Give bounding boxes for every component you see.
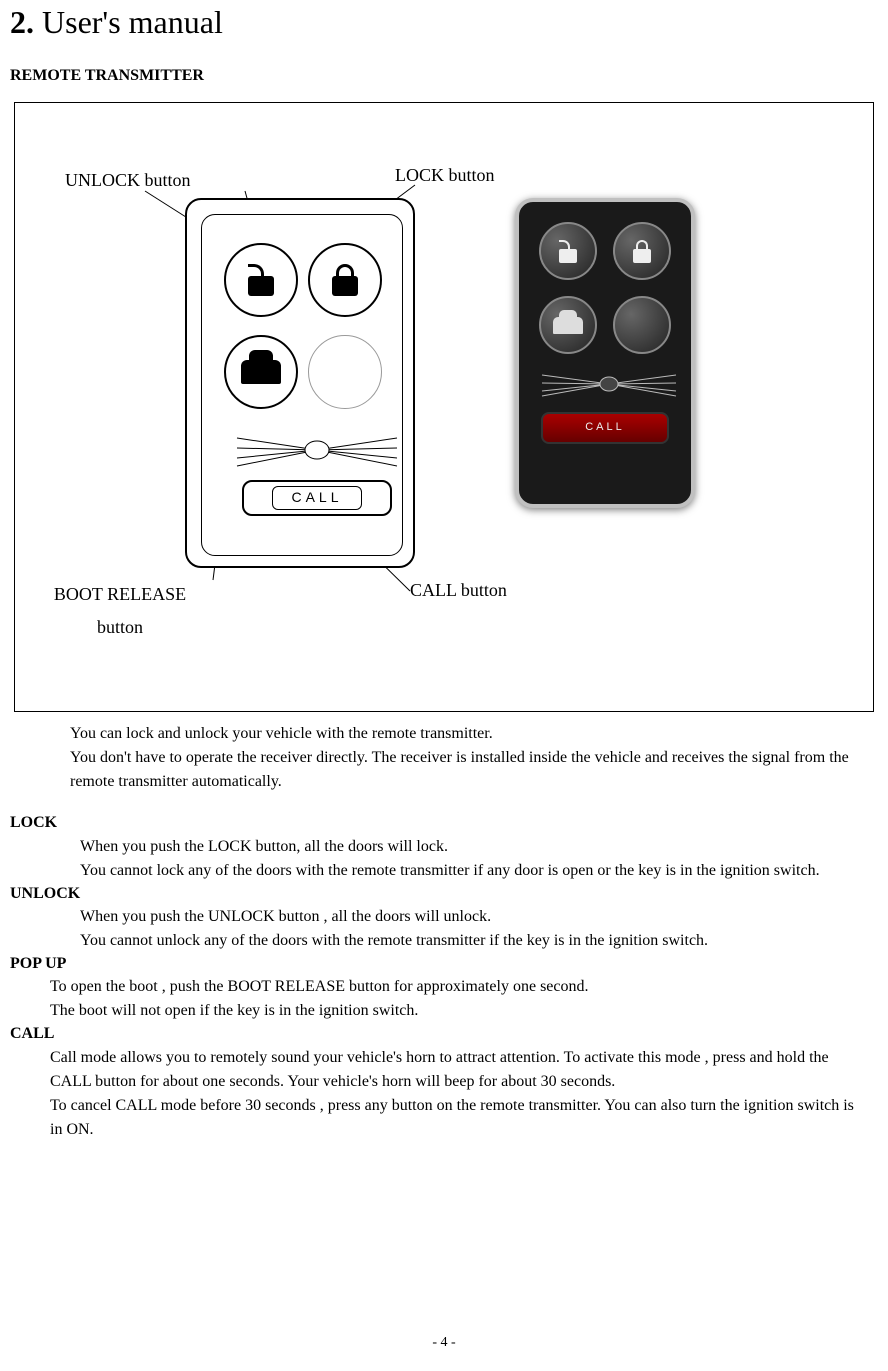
call-button-line: CALL: [242, 480, 392, 516]
title-number: 2.: [10, 4, 34, 40]
call-button-label: CALL: [272, 486, 361, 510]
label-boot: BOOT RELEASE button: [40, 578, 200, 643]
photo-wings-icon: [529, 370, 689, 398]
call-body1: Call mode allows you to remotely sound y…: [50, 1046, 868, 1094]
popup-header: POP UP: [10, 953, 878, 975]
remote-photo: CALL: [515, 198, 695, 508]
unlock-body1: When you push the UNLOCK button , all th…: [80, 905, 878, 929]
wings-emblem-icon: [216, 430, 418, 470]
title-text: User's manual: [42, 4, 223, 40]
section-subtitle: REMOTE TRANSMITTER: [10, 65, 878, 87]
remote-line-drawing: CALL: [185, 198, 435, 588]
diagram-container: UNLOCK button LOCK button BOOT RELEASE b…: [14, 102, 874, 712]
photo-call-button: CALL: [541, 412, 669, 444]
popup-body1: To open the boot , push the BOOT RELEASE…: [50, 975, 868, 999]
call-header: CALL: [10, 1023, 878, 1045]
intro-line2: You don't have to operate the receiver d…: [70, 746, 878, 794]
label-lock: LOCK button: [395, 163, 495, 188]
call-body2: To cancel CALL mode before 30 seconds , …: [50, 1094, 868, 1142]
label-unlock: UNLOCK button: [65, 168, 191, 193]
lock-button-icon: [308, 243, 382, 317]
unlock-body2: You cannot unlock any of the doors with …: [80, 929, 878, 953]
boot-release-button-icon: [224, 335, 298, 409]
call-body: Call mode allows you to remotely sound y…: [50, 1046, 868, 1142]
lock-body: When you push the LOCK button, all the d…: [80, 835, 878, 883]
page-footer: - 4 -: [0, 1333, 888, 1353]
lock-body2: You cannot lock any of the doors with th…: [80, 859, 878, 883]
popup-body2: The boot will not open if the key is in …: [50, 999, 868, 1023]
lock-body1: When you push the LOCK button, all the d…: [80, 835, 878, 859]
photo-lock-icon: [613, 222, 671, 280]
unlock-body: When you push the UNLOCK button , all th…: [80, 905, 878, 953]
photo-boot-icon: [539, 296, 597, 354]
unlock-button-icon: [224, 243, 298, 317]
photo-blank: [613, 296, 671, 354]
lock-header: LOCK: [10, 812, 878, 834]
popup-body: To open the boot , push the BOOT RELEASE…: [50, 975, 868, 1023]
intro-block: You can lock and unlock your vehicle wit…: [70, 722, 878, 794]
intro-line1: You can lock and unlock your vehicle wit…: [70, 722, 878, 746]
photo-unlock-icon: [539, 222, 597, 280]
page-title: 2. User's manual: [10, 0, 878, 45]
blank-button: [308, 335, 382, 409]
unlock-header: UNLOCK: [10, 883, 878, 905]
